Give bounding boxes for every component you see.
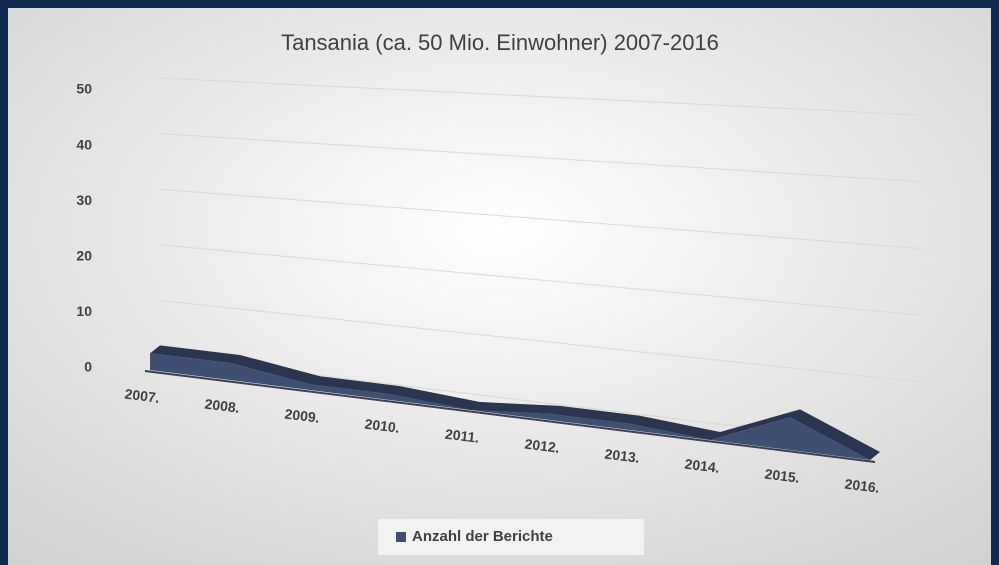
x-tick-label: 2012. <box>524 436 561 456</box>
x-tick-label: 2011. <box>444 426 480 446</box>
chart-title: Tansania (ca. 50 Mio. Einwohner) 2007-20… <box>281 30 719 55</box>
grid-line <box>159 244 922 316</box>
plot-background <box>8 8 991 565</box>
x-tick-label: 2014. <box>684 456 721 476</box>
x-tick-label: 2007. <box>124 386 161 406</box>
legend-label: Anzahl der Berichte <box>412 528 553 545</box>
grid-line <box>159 133 922 183</box>
x-tick-label: 2008. <box>204 396 241 416</box>
grid-line <box>159 188 922 250</box>
area-top <box>150 345 880 460</box>
area <box>150 353 870 460</box>
y-tick-label: 20 <box>76 248 92 264</box>
grid-line <box>159 77 922 116</box>
x-tick-label: 2010. <box>364 416 401 436</box>
grid-line <box>159 299 922 383</box>
y-tick-label: 10 <box>76 303 92 319</box>
y-tick-label: 0 <box>84 359 92 375</box>
legend-swatch <box>396 532 406 542</box>
x-tick-label: 2015. <box>764 466 801 486</box>
x-tick-label: 2016. <box>844 476 881 496</box>
x-tick-label: 2013. <box>604 446 641 466</box>
x-tick-label: 2009. <box>284 406 321 426</box>
y-tick-label: 50 <box>76 81 92 97</box>
legend-box <box>378 519 644 555</box>
x-axis <box>144 370 876 463</box>
y-tick-label: 40 <box>76 136 92 152</box>
y-tick-label: 30 <box>76 192 92 208</box>
